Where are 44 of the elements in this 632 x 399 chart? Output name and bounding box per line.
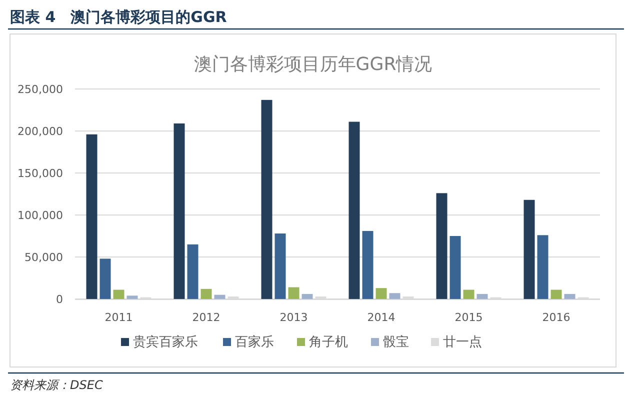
bar [362, 230, 374, 299]
bar [214, 294, 226, 299]
bar [389, 293, 400, 299]
bar [476, 294, 488, 299]
bar [524, 200, 535, 299]
bar [100, 258, 111, 299]
y-tick-label: 250,000 [18, 83, 63, 96]
bar [376, 288, 387, 299]
bar [126, 296, 138, 299]
bar [450, 236, 461, 299]
text: 图表 4 澳门各博彩项目的GGR [10, 8, 228, 26]
chart-title: 澳门各博彩项目历年GGR情况 [194, 54, 432, 75]
bar [564, 294, 576, 299]
bar [200, 288, 212, 299]
legend-label: 骰宝 [383, 334, 409, 350]
legend-label: 贵宾百家乐 [133, 334, 198, 350]
bar [86, 134, 98, 299]
bar [436, 193, 448, 299]
y-tick-label: 0 [56, 293, 63, 306]
bar [113, 290, 124, 299]
bar [537, 235, 548, 299]
x-tick-label: 2013 [280, 311, 308, 324]
bar [274, 233, 286, 299]
x-tick-label: 2015 [454, 311, 483, 324]
bar [348, 122, 360, 299]
text: 资料来源：DSEC [10, 378, 104, 392]
bar [261, 100, 272, 299]
y-tick-label: 200,000 [18, 125, 63, 138]
bar [550, 290, 562, 299]
bar [288, 287, 300, 299]
legend-label: 角子机 [309, 335, 348, 350]
legend-label: 廿一点 [443, 335, 482, 350]
bar [302, 294, 313, 299]
x-tick-label: 2012 [192, 311, 220, 324]
y-tick-label: 50,000 [24, 251, 63, 264]
bar [463, 290, 474, 299]
bar [187, 244, 198, 299]
legend-label: 百家乐 [235, 334, 274, 350]
x-tick-label: 2011 [104, 311, 133, 324]
bar [174, 123, 185, 299]
x-tick-label: 2014 [367, 311, 396, 324]
y-tick-label: 150,000 [18, 167, 63, 180]
y-tick-label: 100,000 [18, 209, 63, 222]
x-tick-label: 2016 [542, 311, 570, 324]
